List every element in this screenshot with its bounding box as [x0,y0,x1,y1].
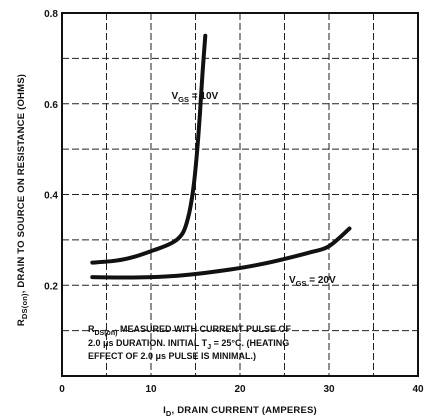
curves [90,33,352,280]
curve-label-1: VGS = 10V [171,91,218,104]
note-line-1: RDS(on) MEASURED WITH CURRENT PULSE OF [88,324,291,337]
note-line-3: EFFECT OF 2.0 μs PULSE IS MINIMAL.) [88,351,256,361]
x-tick-label: 20 [234,384,246,395]
measurement-note: RDS(on) MEASURED WITH CURRENT PULSE OF 2… [88,324,291,361]
x-axis-label: ID, DRAIN CURRENT (AMPERES) [163,405,317,418]
x-axis: 0 10 20 30 40 [59,384,424,395]
x-tick-label: 30 [323,384,335,395]
y-tick-label: 0.4 [44,191,58,202]
y-tick-label: 0.6 [44,100,58,111]
x-tick-label: 10 [145,384,157,395]
x-tick-label: 0 [59,384,65,395]
y-tick-label: 0.8 [44,9,58,20]
plot-frame [61,12,419,377]
curve-series-2 [90,226,352,280]
note-line-2: 2.0 μs DURATION. INITIAL TJ = 25°C. (HEA… [88,338,289,351]
y-tick-label: 0.2 [44,281,58,292]
curve-labels: VGS = 10V VGS = 20V [171,91,336,288]
y-axis-label: RDS(on), DRAIN TO SOURCE ON RESISTANCE (… [16,74,29,326]
grid [62,13,418,376]
curve-label-2: VGS = 20V [289,275,336,288]
curve-series-1 [90,33,208,265]
y-axis: 0.2 0.4 0.6 0.8 [44,9,58,292]
x-tick-label: 40 [412,384,424,395]
